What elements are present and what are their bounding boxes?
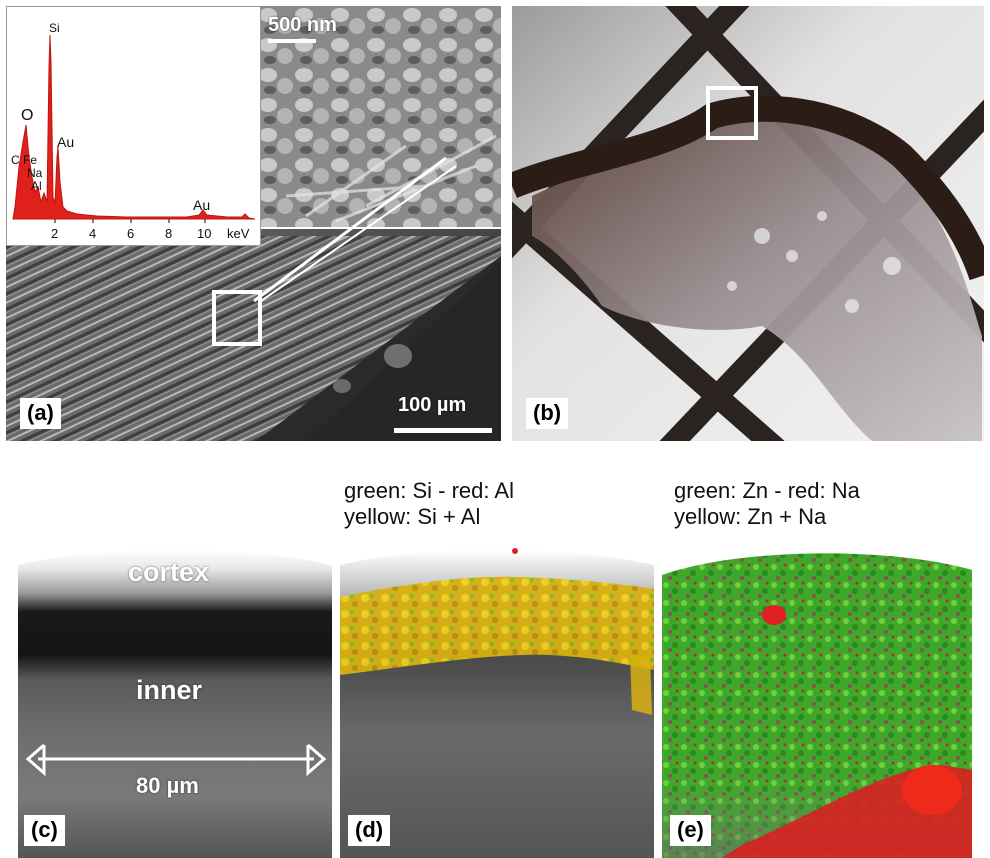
caption-d-line1: green: Si - red: Al: [344, 478, 514, 503]
peak-c: C: [11, 153, 20, 167]
panel-d-si-al-map: (d): [340, 545, 654, 858]
si-al-overlay: [340, 545, 654, 858]
region-box-b: [706, 86, 758, 140]
eds-spectrum: Si O C Fe Na Al Au Au 2 4 6 8 10 keV: [6, 6, 261, 246]
spectrum-curve: [12, 34, 256, 220]
caption-e-line2: yellow: Zn + Na: [674, 504, 827, 529]
scale-500nm: 500 nm: [268, 14, 337, 36]
label-b: (b): [526, 398, 569, 429]
scale-80um: 80 µm: [136, 773, 199, 798]
panel-e-zn-na-map: (e): [662, 545, 972, 858]
peak-al: Al: [31, 179, 42, 193]
peak-o: O: [21, 107, 34, 124]
label-a: (a): [20, 398, 61, 429]
label-e: (e): [670, 815, 711, 846]
tick-4: 4: [89, 226, 97, 241]
yellow-band: [340, 576, 654, 675]
optical-texture: [512, 6, 984, 441]
panel-c-grayscale: cortex inner 80 µm (c): [18, 545, 332, 858]
peak-fe: Fe: [23, 153, 38, 167]
peak-au-2: Au: [193, 197, 211, 213]
grayscale-texture: [18, 545, 332, 858]
tick-8: 8: [165, 226, 173, 241]
zn-na-overlay: [662, 545, 972, 858]
tick-unit-kev: keV: [227, 226, 250, 241]
panel-a-sem-image: Si O C Fe Na Al Au Au 2 4 6 8 10 keV 500…: [6, 6, 501, 441]
label-d: (d): [348, 815, 391, 846]
scale-100um: 100 µm: [398, 394, 467, 416]
region-box-a: [212, 290, 262, 346]
caption-e: green: Zn - red: Na yellow: Zn + Na: [674, 478, 990, 530]
inner-label: inner: [136, 675, 203, 705]
spectrum-plot: [12, 34, 256, 223]
tick-2: 2: [51, 226, 59, 241]
caption-e-line1: green: Zn - red: Na: [674, 478, 860, 503]
cortex-label: cortex: [128, 557, 210, 587]
tick-10: 10: [197, 226, 212, 241]
peak-na: Na: [27, 166, 43, 180]
panel-b-optical-image: (b): [512, 6, 984, 441]
peak-au-1: Au: [57, 134, 75, 150]
peak-si: Si: [49, 21, 60, 35]
tick-6: 6: [127, 226, 135, 241]
label-c: (c): [24, 815, 65, 846]
caption-d: green: Si - red: Al yellow: Si + Al: [344, 478, 664, 530]
caption-d-line2: yellow: Si + Al: [344, 504, 481, 529]
